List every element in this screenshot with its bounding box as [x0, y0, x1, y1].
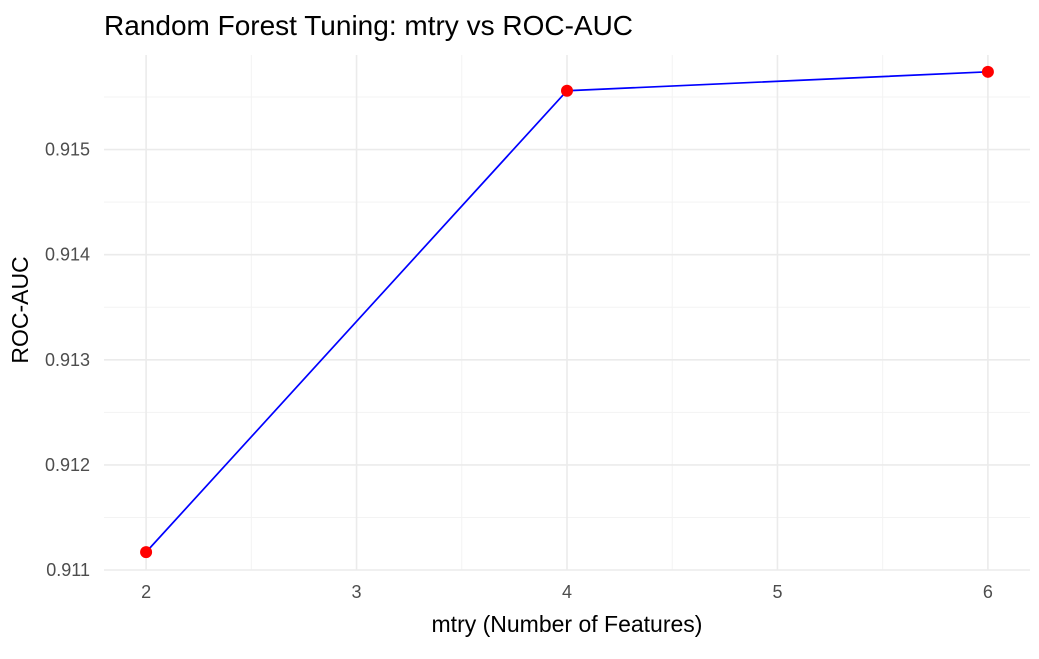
chart-title: Random Forest Tuning: mtry vs ROC-AUC — [104, 10, 633, 41]
y-tick-label: 0.915 — [45, 140, 90, 160]
data-points — [140, 65, 994, 559]
x-tick-label: 2 — [141, 582, 151, 602]
x-tick-label: 4 — [562, 582, 572, 602]
x-axis-title: mtry (Number of Features) — [432, 611, 703, 637]
grid-lines — [104, 55, 1030, 571]
x-tick-label: 3 — [352, 582, 362, 602]
x-tick-labels: 2 3 4 5 6 — [141, 582, 993, 602]
y-tick-labels: 0.911 0.912 0.913 0.914 0.915 — [45, 140, 90, 580]
x-tick-label: 5 — [772, 582, 782, 602]
data-point — [981, 65, 994, 78]
y-tick-label: 0.913 — [45, 350, 90, 370]
x-tick-label: 6 — [983, 582, 993, 602]
y-tick-label: 0.911 — [46, 560, 90, 580]
y-tick-label: 0.914 — [45, 245, 90, 265]
y-axis-title: ROC-AUC — [7, 256, 33, 363]
data-point — [561, 84, 573, 97]
y-tick-label: 0.912 — [45, 455, 90, 475]
data-point — [140, 546, 153, 559]
